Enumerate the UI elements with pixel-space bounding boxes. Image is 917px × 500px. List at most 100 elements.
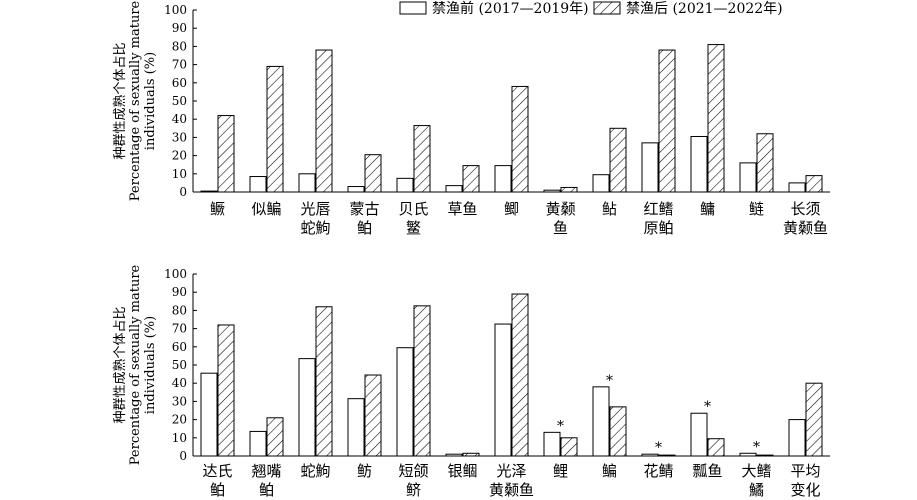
y-tick-label: 50	[172, 94, 187, 108]
bar-before	[739, 162, 757, 193]
bar-after	[707, 438, 725, 457]
bar-before	[739, 452, 757, 457]
category-label-line: 草鱼	[447, 200, 477, 218]
bar-before	[347, 186, 365, 193]
bar-before	[788, 182, 806, 193]
y-axis-title-line: 种群性成熟个体占比	[112, 306, 128, 423]
bar-after	[315, 306, 333, 457]
category-label-line: 蛇鮈	[300, 462, 330, 480]
category-label: 鲫	[504, 200, 519, 218]
category-label-line: 鳜	[210, 200, 225, 218]
category-label: 花鲭	[643, 462, 673, 480]
category-label-line: 翘嘴	[251, 462, 281, 480]
legend-label-before: 禁渔前 (2017—2019年)	[432, 0, 589, 17]
category-label-line: 鱼	[553, 219, 568, 237]
category-label: 红鳍原鲌	[643, 200, 673, 237]
significance-star: *	[704, 399, 711, 415]
category-label-line: 蛇鮈	[300, 219, 330, 237]
bar-before	[249, 176, 267, 193]
category-label: 似鳊	[251, 200, 281, 218]
bar-before	[543, 189, 561, 193]
category-label-line: 光泽	[496, 462, 526, 480]
category-label-line: 变化	[790, 481, 820, 499]
bar-after	[658, 454, 676, 457]
bar-after	[217, 115, 235, 193]
significance-star: *	[606, 373, 613, 389]
y-tick-label: 0	[179, 449, 187, 463]
bar-before	[641, 142, 659, 193]
category-label: 鲇	[602, 200, 617, 218]
bar-before	[494, 165, 512, 193]
y-axis-title-line: Percentage of sexually mature	[128, 264, 143, 465]
bar-before	[445, 453, 463, 457]
bar-after	[266, 65, 284, 193]
y-tick-label: 90	[172, 285, 187, 299]
significance-star: *	[557, 418, 564, 434]
bar-before	[396, 347, 414, 457]
category-label-line: 鲤	[553, 462, 568, 480]
category-label-line: 鲂	[357, 462, 372, 480]
bar-after	[266, 417, 284, 457]
bar-before	[445, 185, 463, 193]
bar-before	[592, 386, 610, 457]
category-label-line: 鲌	[357, 219, 372, 237]
significance-star: *	[655, 440, 662, 456]
category-label: 长须黄颡鱼	[783, 200, 828, 237]
bar-after	[609, 127, 627, 193]
bar-after	[805, 382, 823, 457]
category-label-line: 红鳍	[643, 200, 673, 218]
bar-before	[298, 358, 316, 457]
category-label-line: 长须	[790, 200, 820, 218]
bar-before	[494, 323, 512, 457]
legend-swatch-after	[593, 1, 621, 15]
category-label-line: 短颌	[398, 462, 428, 480]
category-label-line: 大鳍	[741, 462, 771, 480]
category-label-line: 平均	[790, 462, 820, 480]
category-label-line: 鲢	[749, 200, 764, 218]
category-label: 鳊	[602, 462, 617, 480]
bar-after	[707, 44, 725, 193]
bar-before	[788, 419, 806, 457]
category-label: 光泽黄颡鱼	[489, 462, 534, 499]
y-axis-title-line: individuals (%)	[143, 52, 158, 150]
legend-swatch-before	[399, 1, 427, 15]
category-label-line: 光唇	[300, 200, 330, 218]
bar-after	[413, 125, 431, 193]
y-axis-title: 种群性成熟个体占比Percentage of sexually maturein…	[112, 264, 158, 465]
bar-after	[217, 324, 235, 457]
category-label-line: 银鲴	[447, 462, 477, 480]
category-label-line: 贝氏	[398, 200, 428, 218]
category-label-line: 鱊	[749, 481, 764, 499]
bar-after	[462, 165, 480, 193]
category-label-line: 达氏	[202, 462, 232, 480]
category-label-line: 鲇	[602, 200, 617, 218]
category-label-line: 瓢鱼	[692, 462, 722, 480]
bar-after	[560, 437, 578, 457]
category-label: 蛇鮈	[300, 462, 330, 480]
bar-after	[609, 406, 627, 457]
category-label-line: 鲌	[210, 481, 225, 499]
bar-after	[658, 49, 676, 193]
bar-after	[413, 305, 431, 457]
y-tick-label: 80	[172, 39, 187, 53]
category-label: 鲂	[357, 462, 372, 480]
category-label: 鲤	[553, 462, 568, 480]
legend: 禁渔前 (2017—2019年) 禁渔后 (2021—2022年)	[399, 0, 783, 17]
y-tick-label: 10	[172, 431, 187, 445]
category-label-line: 黄颡	[545, 200, 575, 218]
y-tick-label: 70	[172, 58, 187, 72]
bar-before	[641, 453, 659, 457]
bar-after	[805, 175, 823, 193]
y-tick-label: 100	[164, 3, 187, 17]
category-label: 银鲴	[447, 462, 477, 480]
bar-before	[690, 412, 708, 457]
bar-before	[690, 135, 708, 193]
bar-after	[560, 186, 578, 193]
category-label-line: 原鲌	[643, 219, 673, 237]
bar-before	[200, 190, 218, 193]
category-label: 平均变化	[790, 462, 820, 499]
category-label-line: 鳊	[602, 462, 617, 480]
y-tick-label: 30	[172, 130, 187, 144]
y-axis-title-line: Percentage of sexually mature	[128, 0, 143, 201]
